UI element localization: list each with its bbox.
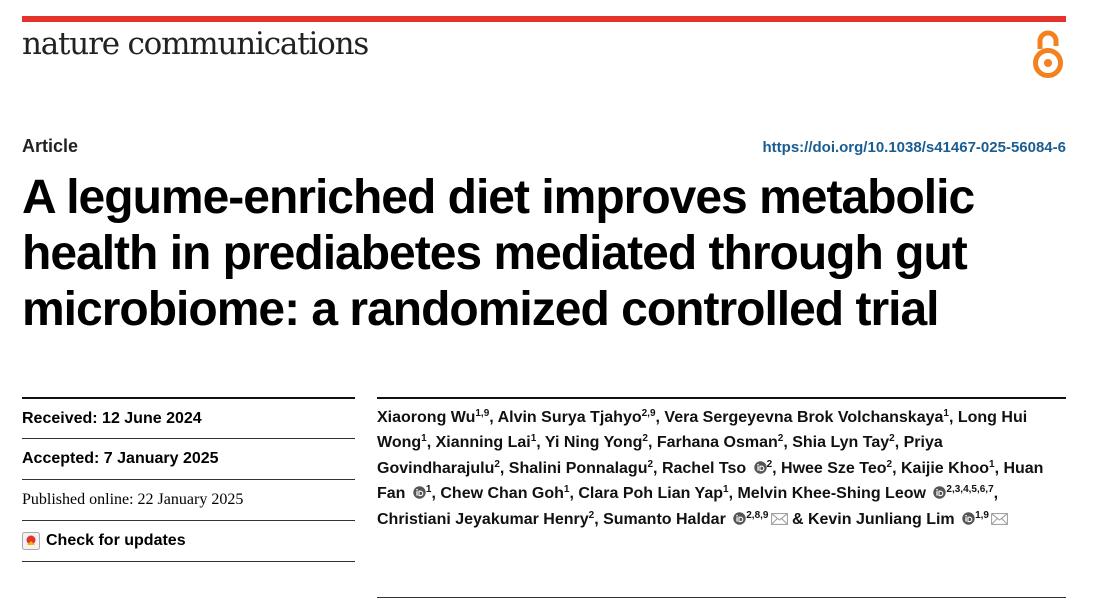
author: Huan Fan 1: [377, 460, 1043, 502]
title-line-3: microbiome: a randomized controlled tria…: [22, 283, 939, 336]
author-name[interactable]: Priya Govindharajulu: [377, 434, 943, 477]
author-affiliation: 2,9: [641, 408, 656, 419]
author-affiliation: 1: [943, 408, 949, 419]
author-affiliation: 1: [989, 458, 995, 470]
orcid-icon[interactable]: [962, 511, 975, 525]
author-name[interactable]: Shia Lyn Tay: [792, 434, 890, 452]
author: Kaijie Khoo1: [900, 458, 995, 477]
author-name[interactable]: Christiani Jeyakumar Henry: [377, 510, 589, 528]
author-affiliation: 2: [766, 458, 773, 470]
author-name[interactable]: Alvin Surya Tjahyo: [497, 409, 642, 426]
author: Yi Ning Yong2: [544, 433, 648, 452]
author-name[interactable]: Vera Sergeyevna Brok Volchanskaya: [664, 409, 944, 426]
orcid-icon[interactable]: [753, 461, 767, 474]
author-name[interactable]: Farhana Osman: [656, 434, 778, 452]
author: Sumanto Haldar 2,8,9: [603, 509, 788, 528]
check-for-updates-label: Check for updates: [46, 532, 186, 549]
author-affiliation: 1: [425, 484, 432, 496]
journal-name[interactable]: nature communications: [22, 26, 369, 62]
author-affiliation: 1: [530, 433, 537, 445]
journal-top-bar: [22, 16, 1066, 22]
author: Priya Govindharajulu2: [377, 434, 943, 476]
author-name[interactable]: Melvin Khee-Shing Leow: [737, 485, 926, 503]
author-name[interactable]: Kaijie Khoo: [900, 459, 989, 477]
author: Shalini Ponnalagu2: [508, 458, 654, 477]
title-line-1: A legume-enriched diet improves metaboli…: [22, 171, 975, 224]
article-type: Article: [22, 136, 79, 156]
author: Hwee Sze Teo2: [781, 458, 893, 477]
author: Rachel Tso 2: [661, 458, 773, 477]
author: Vera Sergeyevna Brok Volchanskaya1: [664, 408, 949, 427]
title-line-2: health in prediabetes mediated through g…: [22, 227, 968, 280]
author-name[interactable]: Rachel Tso: [661, 459, 747, 477]
author: Clara Poh Lian Yap1: [578, 484, 729, 503]
author-affiliation: 1,9: [975, 509, 989, 521]
author: Farhana Osman2: [656, 433, 784, 452]
author: Xianning Lai1: [435, 433, 537, 452]
author-affiliation: 1: [421, 433, 427, 445]
author: Alvin Surya Tjahyo2,9: [497, 408, 656, 427]
author-affiliation: 2: [777, 433, 784, 445]
author: Xiaorong Wu1,9: [377, 408, 490, 427]
author-affiliation: 2: [886, 458, 893, 470]
author: Long Hui Wong1: [377, 409, 1027, 451]
accepted-date: Accepted: 7 January 2025: [22, 438, 355, 479]
author-name[interactable]: Clara Poh Lian Yap: [578, 485, 724, 503]
author-name[interactable]: Huan Fan: [377, 459, 1044, 503]
author-name[interactable]: Hwee Sze Teo: [781, 459, 887, 477]
author-name[interactable]: Chew Chan Goh: [440, 485, 564, 503]
orcid-icon[interactable]: [733, 511, 746, 525]
author: Melvin Khee-Shing Leow 2,3,4,5,6,7: [737, 484, 994, 503]
author-name[interactable]: Kevin Junliang Lim: [807, 510, 955, 528]
author: Christiani Jeyakumar Henry2: [377, 509, 595, 528]
author-affiliation: 2: [588, 509, 595, 521]
open-access-icon: [1033, 30, 1063, 78]
author-affiliation: 2: [647, 458, 654, 470]
author-list-block: Xiaorong Wu1,9, Alvin Surya Tjahyo2,9, V…: [377, 397, 1066, 532]
author-name[interactable]: Xiaorong Wu: [377, 409, 476, 426]
author-affiliation: 2: [494, 458, 500, 470]
author-affiliation: 2,8,9: [746, 509, 769, 521]
divider: [377, 597, 1066, 598]
author-name[interactable]: Yi Ning Yong: [544, 434, 643, 452]
article-title: A legume-enriched diet improves metaboli…: [22, 170, 1082, 338]
author-affiliation: 1: [563, 484, 570, 496]
envelope-icon[interactable]: [991, 512, 1008, 525]
author-name[interactable]: Shalini Ponnalagu: [508, 459, 648, 477]
author: Shia Lyn Tay2: [792, 433, 895, 452]
check-for-updates-icon: [22, 532, 40, 550]
author-name[interactable]: Xianning Lai: [435, 434, 531, 452]
author-affiliation: 2: [889, 433, 895, 445]
envelope-icon[interactable]: [770, 512, 788, 525]
check-for-updates-button[interactable]: Check for updates: [22, 520, 355, 562]
author-affiliation: 2: [642, 433, 648, 445]
author: Chew Chan Goh1: [440, 484, 570, 503]
author-affiliation: 1,9: [475, 408, 490, 419]
received-date: Received: 12 June 2024: [22, 397, 355, 438]
published-date: Published online: 22 January 2025: [22, 479, 355, 520]
author: Kevin Junliang Lim 1,9: [807, 509, 1008, 528]
author-affiliation: 1: [723, 484, 729, 496]
article-history: Received: 12 June 2024 Accepted: 7 Janua…: [22, 397, 355, 562]
doi-link[interactable]: https://doi.org/10.1038/s41467-025-56084…: [762, 139, 1067, 156]
author-list: Xiaorong Wu1,9, Alvin Surya Tjahyo2,9, V…: [377, 408, 1044, 528]
author-name[interactable]: Sumanto Haldar: [603, 510, 726, 528]
author-name[interactable]: Long Hui Wong: [377, 409, 1028, 452]
orcid-icon[interactable]: [933, 486, 947, 499]
author-affiliation: 2,3,4,5,6,7: [946, 484, 994, 496]
orcid-icon[interactable]: [413, 486, 426, 499]
